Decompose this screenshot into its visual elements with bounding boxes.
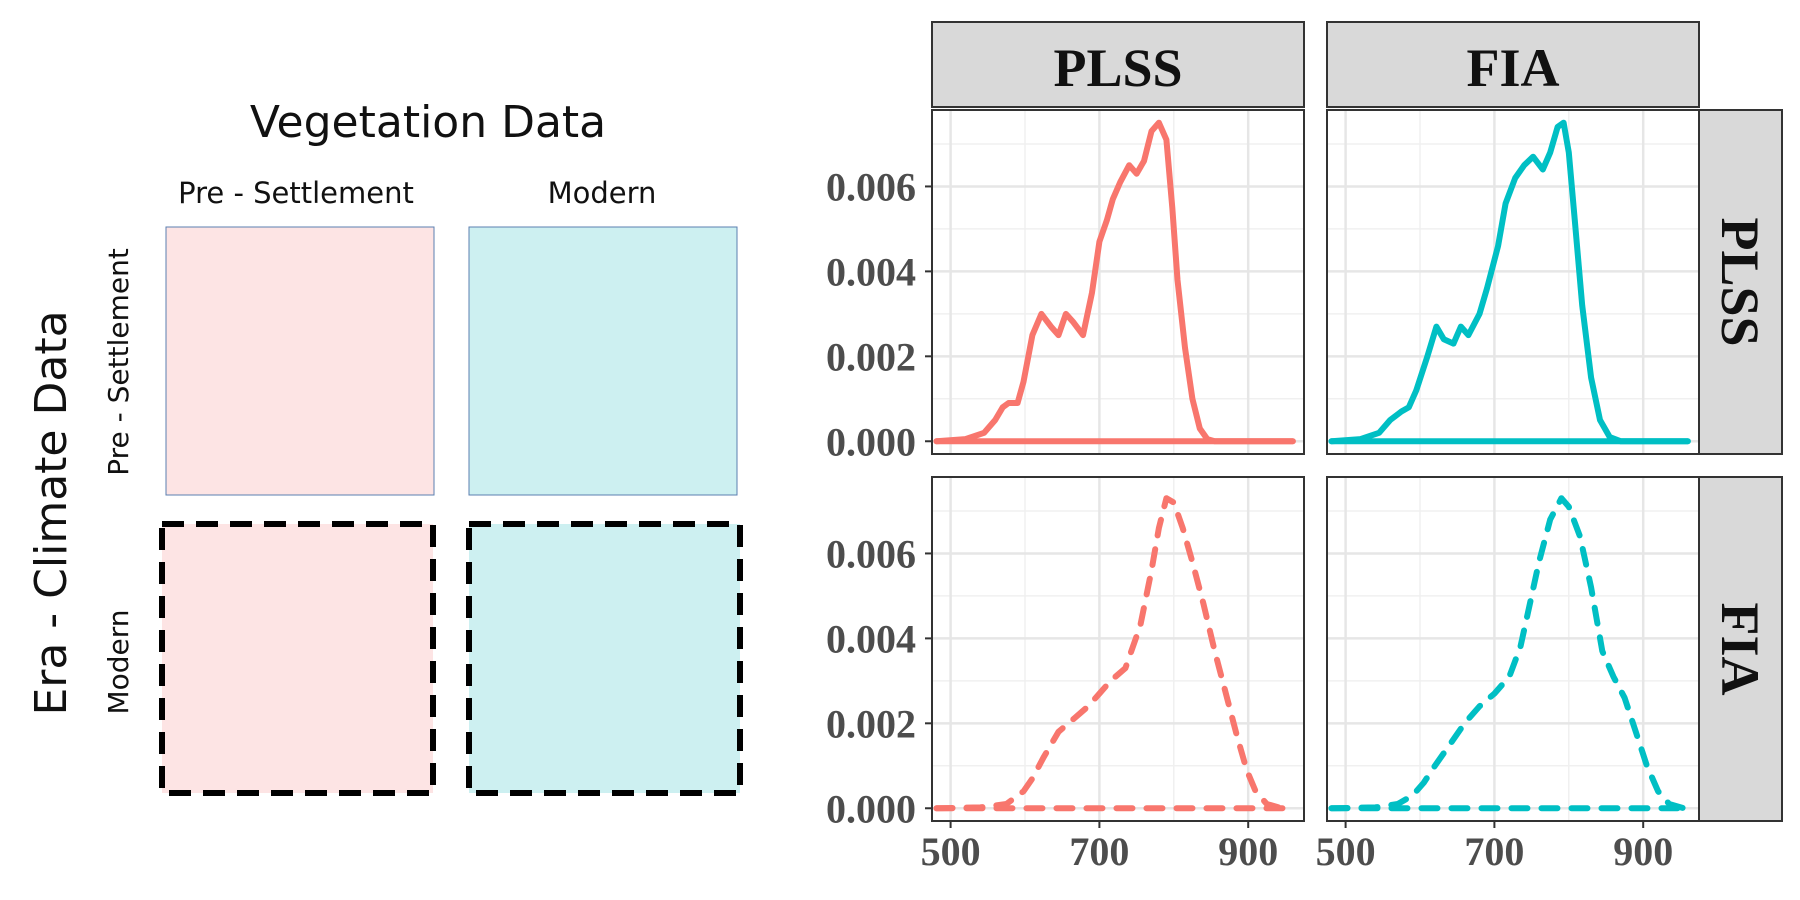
panel-background — [932, 110, 1304, 454]
density-line-fia-plss — [933, 495, 1293, 812]
y-tick-label: 0.004 — [826, 249, 916, 294]
facet-panel-fia-fia — [1326, 476, 1700, 822]
legend-cell-pre-veg-pre-climate — [165, 226, 435, 496]
facet-panels — [931, 109, 1700, 822]
legend-column-label-modern: Modern — [548, 176, 657, 210]
facet-strip-row-fia-label: FIA — [1710, 603, 1770, 696]
y-tick-label: 0.006 — [826, 164, 916, 209]
density-line-plss-plss — [933, 119, 1296, 445]
panel-border — [1326, 476, 1700, 822]
y-tick-label: 0.004 — [826, 616, 916, 661]
legend-title: Vegetation Data — [250, 97, 606, 148]
panel-border — [931, 109, 1305, 455]
facet-strip-row-plss — [1698, 109, 1783, 455]
facet-strip-column-fia-label: FIA — [1467, 38, 1560, 98]
facet-strip-column-fia — [1326, 21, 1700, 108]
y-tick-label: 0.006 — [826, 531, 916, 576]
x-tick-label: 900 — [1613, 829, 1673, 874]
y-tick-label: 0.000 — [826, 419, 916, 464]
facet-strip-row-plss-label: PLSS — [1710, 217, 1770, 346]
x-tick-label: 700 — [1069, 829, 1129, 874]
y-tick-label: 0.002 — [826, 334, 916, 379]
panel-border — [1326, 109, 1700, 455]
panel-background — [1327, 110, 1699, 454]
legend-row-axis-title: Era - Climate Data — [26, 310, 77, 715]
y-tick-label: 0.002 — [826, 701, 916, 746]
legend-row-label-modern: Modern — [102, 609, 135, 714]
density-facet-grid: PLSS FIA PLSS FIA 0.0000.0020.0040.0060.… — [826, 21, 1783, 874]
facet-panel-plss-plss — [931, 109, 1305, 455]
facet-axes: 0.000 0.002 0.004 0.006 0.000 0.002 0.004 0.006… — [826, 164, 1673, 874]
legend-cell-pre-veg-modern-climate — [159, 521, 436, 796]
facet-panel-plss-fia — [1326, 109, 1700, 455]
panel-background — [1327, 477, 1699, 821]
y-tick-label: 0.000 — [826, 786, 916, 831]
x-tick-label: 900 — [1218, 829, 1278, 874]
x-tick-label: 500 — [921, 829, 981, 874]
era-legend-diagram: Vegetation Data Pre - Settlement Modern … — [26, 97, 743, 796]
facet-strip-row-fia — [1698, 476, 1783, 822]
legend-cell-modern-veg-pre-climate — [468, 226, 738, 496]
facet-panel-fia-plss — [931, 476, 1305, 822]
legend-column-label-pre-settlement: Pre - Settlement — [178, 176, 414, 210]
legend-row-label-pre-settlement: Pre - Settlement — [102, 248, 135, 476]
facet-strip-column-plss-label: PLSS — [1053, 38, 1182, 98]
facet-strip-column-plss — [931, 21, 1305, 108]
density-line-fia-fia — [1328, 495, 1688, 812]
x-tick-label: 700 — [1464, 829, 1524, 874]
density-line-plss-fia — [1328, 119, 1691, 445]
x-tick-label: 500 — [1316, 829, 1376, 874]
legend-cell-modern-veg-modern-climate — [466, 521, 743, 796]
panel-border — [931, 476, 1305, 822]
